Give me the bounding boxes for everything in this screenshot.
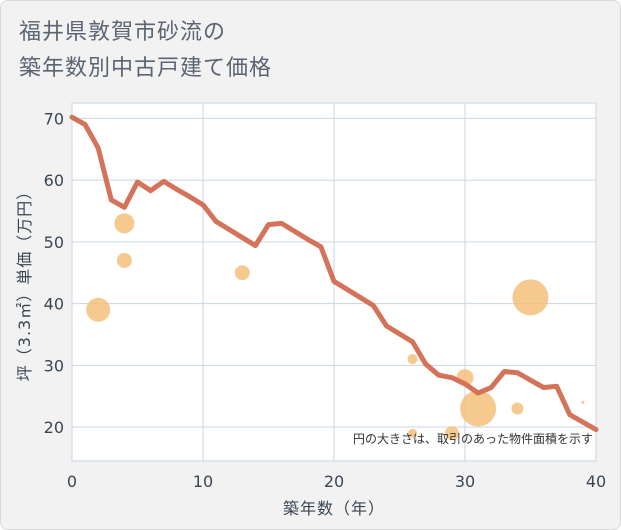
chart-title: 福井県敦賀市砂流の 築年数別中古戸建て価格	[19, 15, 272, 87]
line-layer	[69, 114, 599, 433]
x-tick-label: 20	[324, 472, 344, 491]
y-tick-label: 30	[44, 356, 64, 375]
y-tick-label: 40	[44, 295, 64, 314]
chart-title-line2: 築年数別中古戸建て価格	[19, 56, 273, 81]
bubble-point	[86, 297, 111, 322]
bubble-point	[512, 279, 549, 316]
bubble-point	[460, 390, 497, 427]
bubble-point	[116, 252, 132, 268]
bubble-point	[511, 402, 524, 415]
bubble-point	[407, 354, 418, 365]
bubble-point	[444, 426, 459, 441]
x-tick-label: 40	[586, 472, 606, 491]
tick-labels: 0 10 20 30 40 20 30 40 50 60 70	[44, 109, 607, 491]
bubble-point	[408, 428, 418, 438]
x-axis-label: 築年数（年）	[283, 499, 385, 518]
price-line-series	[69, 114, 599, 433]
bubble-size-note: 円の大きさは、取引のあった物件面積を示す	[353, 431, 593, 446]
x-tick-label: 0	[67, 472, 77, 491]
bubble-point	[114, 213, 135, 234]
x-tick-label: 30	[455, 472, 475, 491]
y-tick-label: 60	[44, 171, 64, 190]
y-axis-label: 坪（3.3㎡）単価（万円）	[15, 183, 34, 381]
bubble-layer	[86, 213, 585, 441]
y-tick-label: 20	[44, 418, 64, 437]
y-tick-label: 70	[44, 109, 64, 128]
bubble-point	[234, 265, 250, 281]
x-tick-label: 10	[193, 472, 213, 491]
chart-title-line1: 福井県敦賀市砂流の	[19, 20, 227, 45]
bubble-point	[581, 400, 585, 404]
y-tick-label: 50	[44, 233, 64, 252]
